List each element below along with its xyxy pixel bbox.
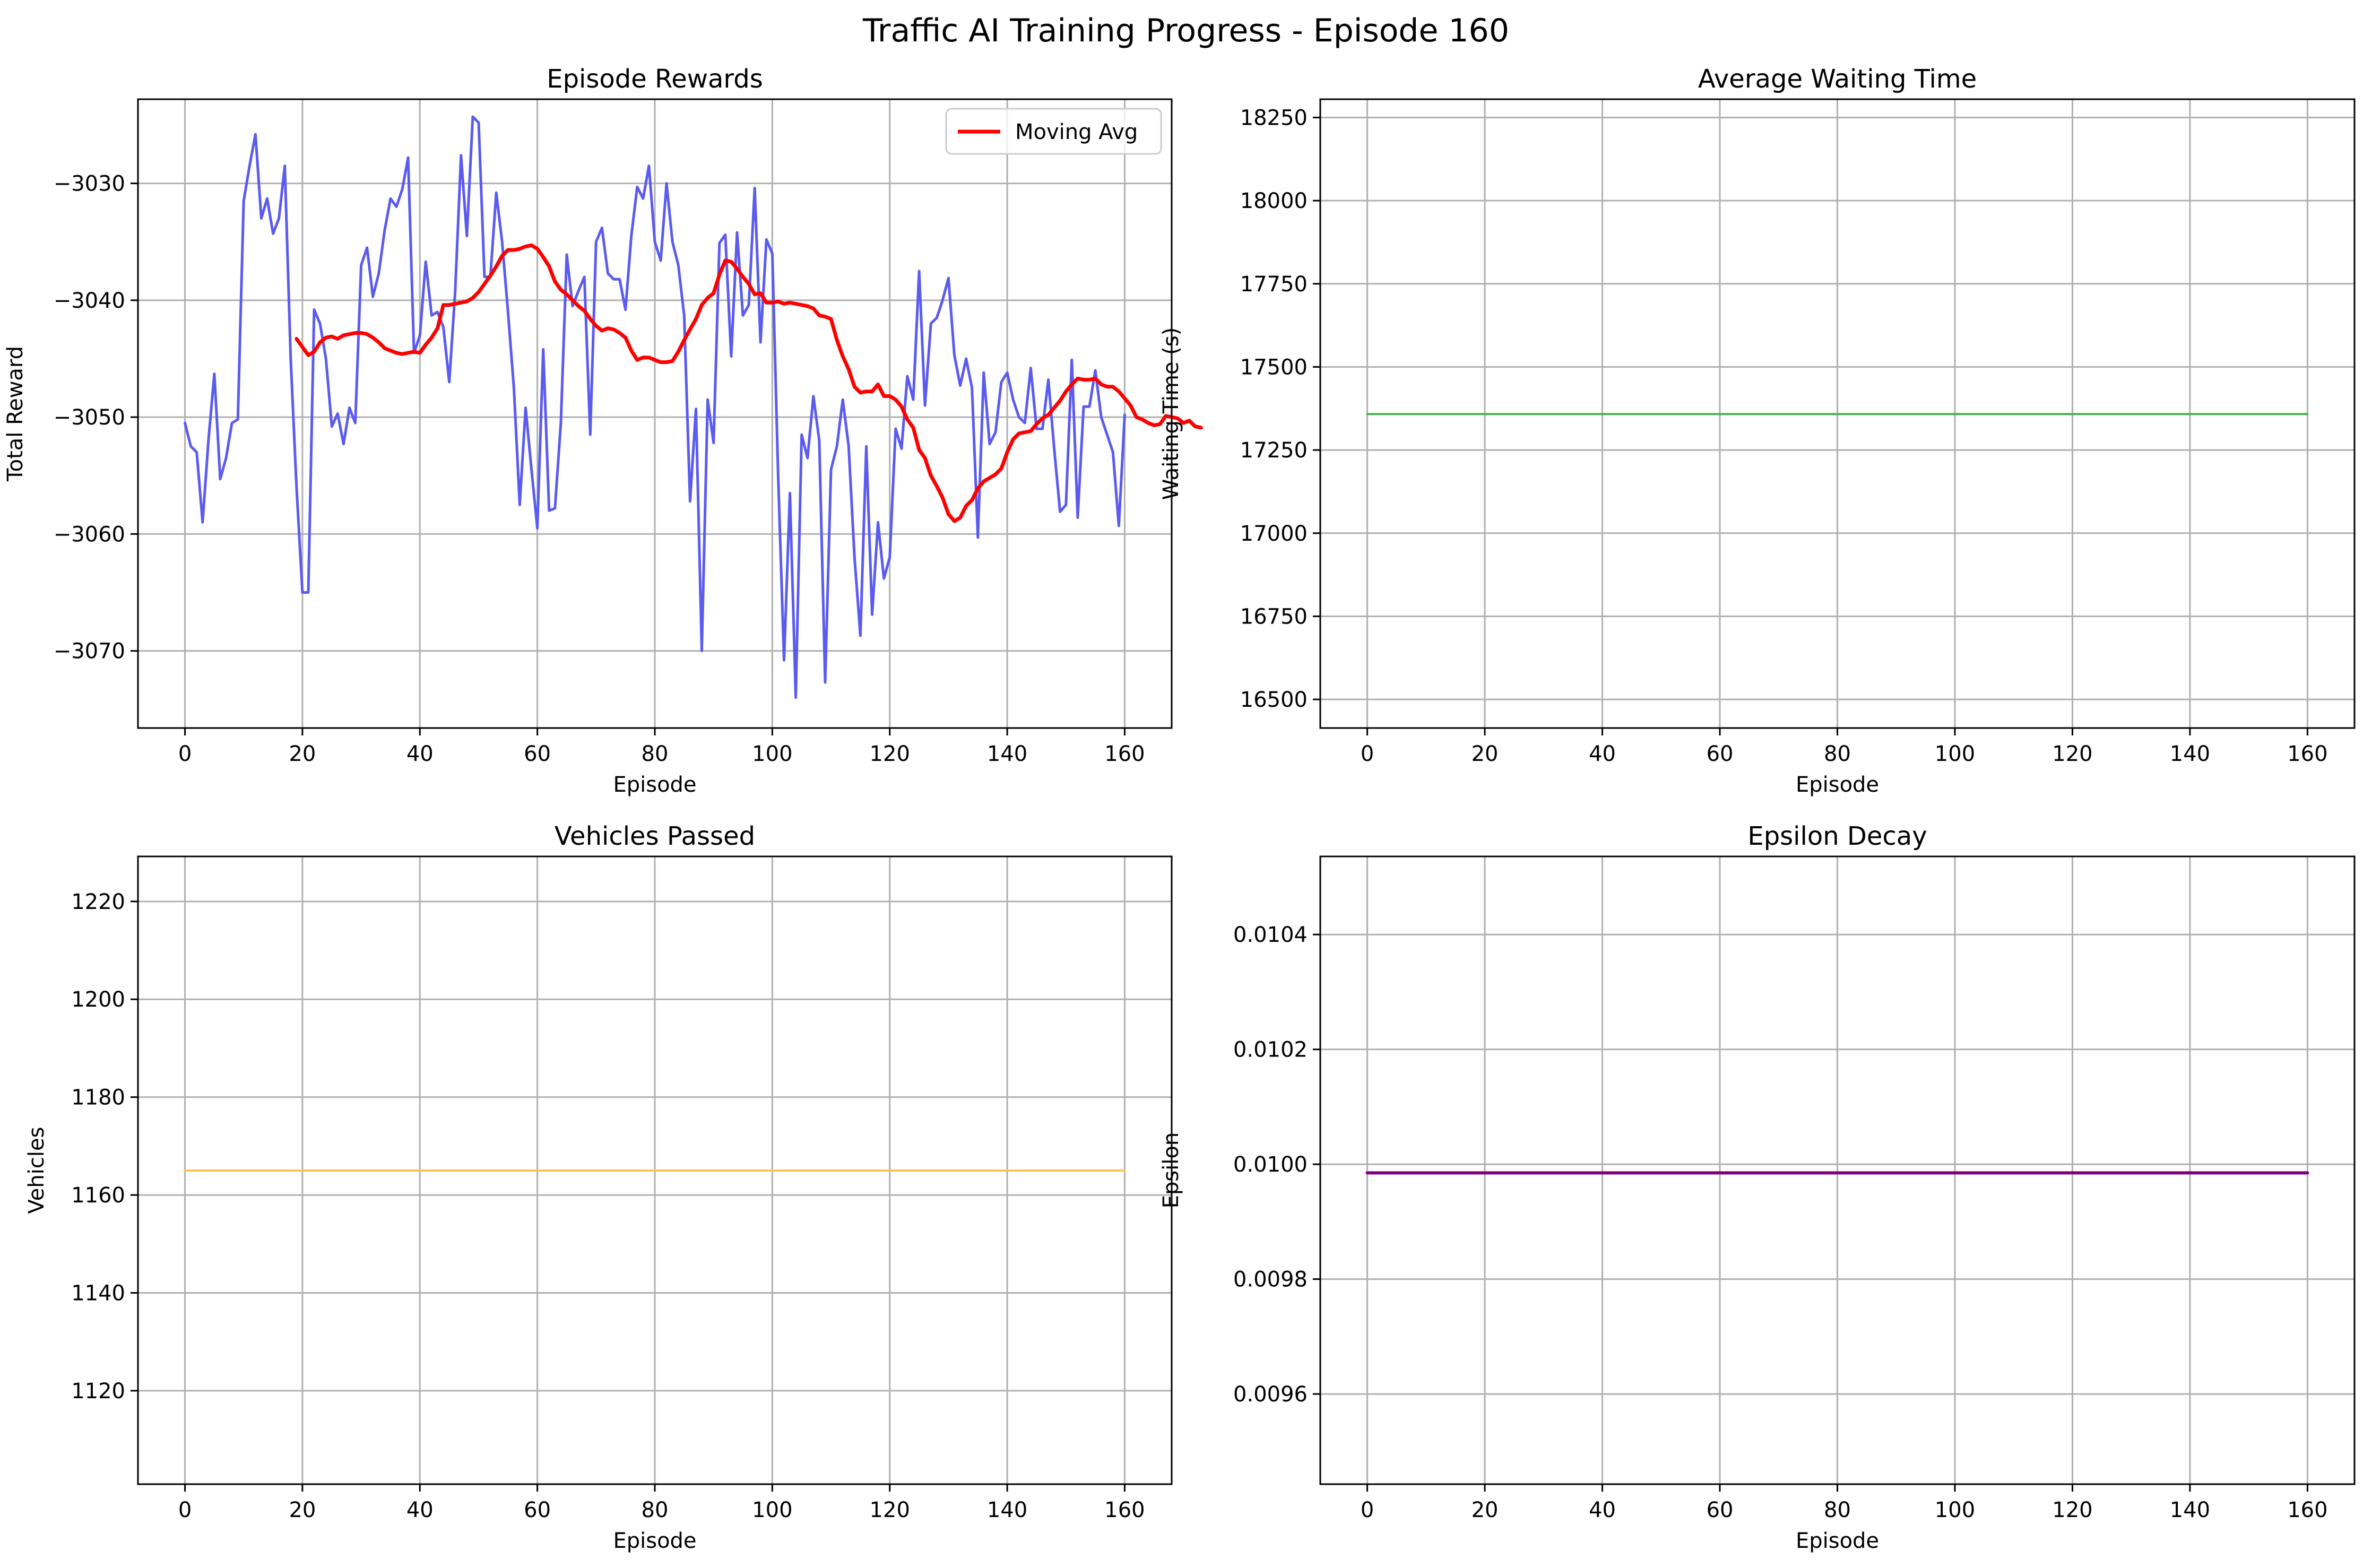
y-tick-label: 18250 — [1240, 106, 1308, 130]
x-axis-label: Episode — [613, 1529, 696, 1553]
panel-title: Average Waiting Time — [1698, 64, 1977, 94]
y-tick-label: 1160 — [71, 1183, 125, 1208]
x-tick-label: 100 — [1935, 742, 1975, 766]
x-tick-label: 60 — [524, 742, 551, 766]
y-tick-label: 1220 — [71, 890, 125, 914]
panel-average-waiting-time: 0 20 40 60 80 100 120 140 160 16500 16750 17000 1725… — [1159, 64, 2356, 797]
y-tick-label: −3070 — [54, 639, 125, 664]
x-tick-label: 40 — [1589, 1498, 1616, 1522]
x-tick-label: 100 — [752, 742, 792, 766]
x-tick-label: 140 — [2170, 742, 2210, 766]
y-tick-label: 16750 — [1240, 604, 1308, 629]
y-tick-label: 17250 — [1240, 438, 1308, 463]
x-tick-label: 60 — [1707, 1498, 1734, 1522]
y-tick-label: 0.0098 — [1233, 1268, 1308, 1292]
x-tick-label: 20 — [1471, 742, 1499, 766]
x-tick-label: 160 — [1104, 1498, 1145, 1522]
x-tick-label: 120 — [870, 1498, 910, 1522]
x-tick-label: 120 — [870, 742, 910, 766]
x-axis-label: Episode — [613, 773, 696, 797]
y-tick-label: 1200 — [71, 987, 125, 1012]
x-tick-label: 0 — [178, 1498, 192, 1522]
x-axis-label: Episode — [1796, 773, 1879, 797]
x-tick-label: 80 — [642, 742, 669, 766]
panel-title: Vehicles Passed — [555, 821, 755, 851]
series-line — [184, 115, 1126, 699]
y-tick-label: 16500 — [1240, 688, 1308, 712]
x-tick-label: 40 — [406, 742, 434, 766]
x-tick-label: 80 — [1824, 742, 1851, 766]
x-tick-label: 0 — [178, 742, 192, 766]
x-tick-label: 60 — [1707, 742, 1734, 766]
y-tick-label: 1140 — [71, 1281, 125, 1305]
legend-box — [945, 108, 1162, 155]
x-tick-label: 20 — [289, 1498, 316, 1522]
y-tick-label: −3060 — [54, 522, 125, 547]
x-tick-label: 140 — [2170, 1498, 2210, 1522]
panel-title: Episode Rewards — [547, 64, 763, 94]
y-tick-label: 17500 — [1240, 355, 1308, 379]
y-axis-label: Epsilon — [1159, 1132, 1183, 1209]
y-tick-label: 1120 — [71, 1379, 125, 1404]
y-tick-label: 17000 — [1240, 522, 1308, 546]
x-tick-label: 100 — [752, 1498, 792, 1522]
x-tick-label: 80 — [1824, 1498, 1851, 1522]
x-axis-label: Episode — [1796, 1529, 1879, 1553]
x-tick-label: 140 — [987, 742, 1027, 766]
y-tick-label: 1180 — [71, 1086, 125, 1110]
figure-title: Traffic AI Training Progress - Episode 1… — [862, 12, 1509, 49]
y-tick-label: 0.0096 — [1233, 1382, 1308, 1407]
x-tick-label: 140 — [987, 1498, 1027, 1522]
y-axis-label: Total Reward — [3, 346, 28, 482]
x-tick-label: 100 — [1935, 1498, 1975, 1522]
y-tick-label: 0.0102 — [1233, 1038, 1308, 1062]
x-tick-label: 120 — [2052, 742, 2092, 766]
x-tick-label: 160 — [1104, 742, 1145, 766]
x-tick-label: 40 — [406, 1498, 434, 1522]
panel-episode-rewards: 0 20 40 60 80 100 120 140 160 −3070 −3060 −3050 −304… — [3, 64, 1203, 797]
legend-label: Moving Avg — [1015, 120, 1138, 144]
panel-vehicles-passed: 0 20 40 60 80 100 120 140 160 1120 1140 1160 1180 120… — [24, 821, 1173, 1553]
y-tick-label: 17750 — [1240, 272, 1308, 297]
x-tick-label: 60 — [524, 1498, 551, 1522]
x-tick-label: 160 — [2287, 742, 2327, 766]
y-axis-label: Vehicles — [24, 1127, 49, 1214]
series-line-moving-avg — [295, 243, 1203, 523]
x-tick-label: 120 — [2052, 1498, 2092, 1522]
x-tick-label: 20 — [289, 742, 316, 766]
x-tick-label: 20 — [1471, 1498, 1499, 1522]
x-tick-label: 40 — [1589, 742, 1616, 766]
x-tick-label: 160 — [2287, 1498, 2327, 1522]
y-tick-label: 0.0104 — [1233, 923, 1308, 947]
y-tick-label: −3040 — [54, 289, 125, 313]
panel-title: Epsilon Decay — [1747, 821, 1927, 851]
y-tick-label: −3050 — [54, 405, 125, 430]
panel-epsilon-decay: 0 20 40 60 80 100 120 140 160 0.0096 0.0098 0.0100 0… — [1159, 821, 2356, 1553]
y-tick-label: −3030 — [54, 172, 125, 196]
x-tick-label: 0 — [1361, 1498, 1374, 1522]
x-tick-label: 80 — [642, 1498, 669, 1522]
x-tick-label: 0 — [1361, 742, 1374, 766]
y-tick-label: 18000 — [1240, 189, 1308, 213]
y-axis-label: Waiting Time (s) — [1159, 327, 1183, 500]
y-tick-label: 0.0100 — [1233, 1153, 1308, 1177]
